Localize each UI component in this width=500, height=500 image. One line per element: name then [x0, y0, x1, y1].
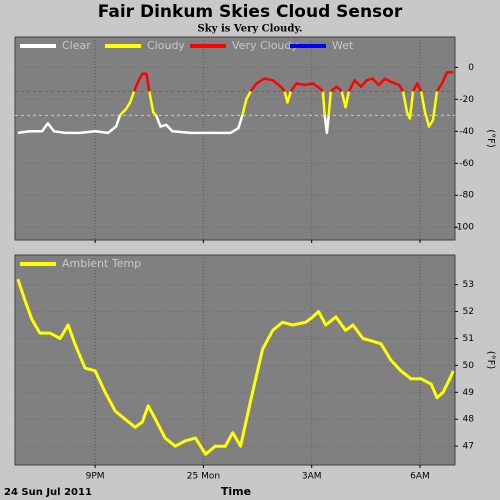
x-tick-label: 3AM [302, 472, 322, 482]
data-line [132, 70, 454, 93]
y-tick-label: -20 [459, 95, 474, 105]
chart-subtitle: Sky is Very Cloudy. [198, 24, 303, 35]
plot-area [14, 254, 456, 466]
y-tick-label: -100 [454, 223, 475, 233]
data-line [119, 90, 439, 128]
y-tick-label: 0 [468, 63, 474, 73]
y-tick-label: 51 [463, 334, 474, 344]
y-axis-label: (°F) [485, 351, 496, 370]
date-label: 24 Sun Jul 2011 [4, 487, 92, 498]
y-tick-label: -80 [459, 191, 474, 201]
legend-label: Very Cloudy [232, 39, 298, 52]
x-tick-label: 6AM [410, 472, 430, 482]
chart-title: Fair Dinkum Skies Cloud Sensor [98, 2, 403, 22]
x-tick-label: 25 Mon [187, 472, 220, 482]
y-tick-label: 47 [463, 442, 474, 452]
y-tick-label: 48 [463, 415, 475, 425]
plot-area [14, 36, 456, 241]
y-tick-label: 53 [463, 280, 474, 290]
data-line [17, 114, 330, 135]
legend-label: Cloudy [147, 39, 185, 52]
legend-label: Ambient Temp [62, 257, 141, 270]
data-line [16, 278, 455, 456]
legend-label: Clear [62, 39, 91, 52]
x-axis-label: Time [221, 485, 251, 498]
y-tick-label: -60 [459, 159, 474, 169]
legend-label: Wet [332, 39, 354, 52]
x-tick-label: 9PM [86, 472, 105, 482]
y-axis-label: (°F) [485, 129, 496, 148]
y-tick-label: 49 [463, 388, 475, 398]
y-tick-label: 52 [463, 307, 474, 317]
y-tick-label: 50 [463, 361, 475, 371]
y-tick-label: -40 [459, 127, 474, 137]
